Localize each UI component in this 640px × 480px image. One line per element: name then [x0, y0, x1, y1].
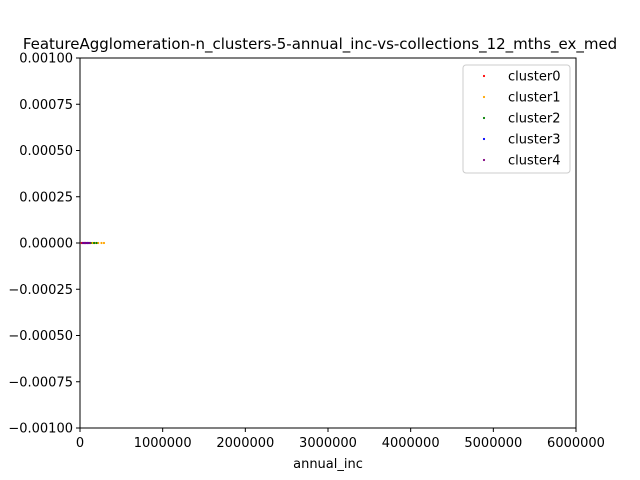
chart-title: FeatureAgglomeration-n_clusters-5-annual… [23, 35, 617, 54]
y-tick-label: 0.00000 [19, 237, 73, 252]
legend-marker [482, 74, 486, 78]
x-tick-label: 4000000 [382, 436, 440, 451]
x-tick-label: 2000000 [216, 436, 274, 451]
y-tick-label: −0.00075 [8, 375, 73, 390]
legend-label: cluster3 [508, 133, 560, 148]
data-point-cluster4 [81, 241, 84, 245]
data-point-cluster1 [97, 241, 100, 245]
x-tick-label: 1000000 [134, 436, 192, 451]
x-tick-label: 5000000 [464, 436, 522, 451]
x-tick-label: 3000000 [299, 436, 357, 451]
legend-marker [482, 158, 486, 162]
legend-label: cluster0 [508, 70, 560, 85]
y-axis-ticks: −0.00100 −0.00075 −0.00050 −0.00025 0.00000 0… [8, 52, 80, 437]
legend-label: cluster4 [508, 154, 560, 169]
x-axis-title: annual_inc [293, 457, 363, 472]
data-points [80, 241, 106, 245]
x-axis-ticks: 0 1000000 2000000 3000000 4000000 5000000 6000… [76, 428, 605, 451]
data-point-cluster2 [92, 241, 96, 245]
data-point-cluster1 [102, 241, 106, 245]
plot-frame [79, 57, 577, 429]
y-tick-label: 0.00025 [19, 190, 73, 205]
legend: cluster0 cluster1 cluster2 cluster3 cluster4 [462, 64, 571, 174]
y-tick-label: 0.00050 [19, 144, 73, 159]
y-tick-label: 0.00075 [19, 98, 73, 113]
data-point-cluster4 [88, 241, 92, 245]
data-point-cluster1 [100, 241, 103, 245]
data-point-cluster1 [91, 241, 94, 245]
legend-label: cluster2 [508, 112, 560, 127]
legend-marker [482, 137, 486, 141]
legend-box [462, 64, 571, 174]
y-tick-label: −0.00050 [8, 329, 73, 344]
x-tick-label: 0 [76, 436, 84, 451]
y-tick-label: −0.00025 [8, 283, 73, 298]
legend-marker [482, 116, 486, 120]
y-tick-label: −0.00100 [8, 422, 73, 437]
legend-label: cluster1 [508, 91, 560, 106]
data-point-cluster2 [95, 241, 98, 245]
data-point-cluster4 [86, 241, 89, 245]
legend-marker [482, 95, 486, 99]
x-tick-label: 6000000 [547, 436, 605, 451]
y-tick-label: 0.00100 [19, 52, 73, 67]
data-point-cluster4 [84, 241, 87, 245]
